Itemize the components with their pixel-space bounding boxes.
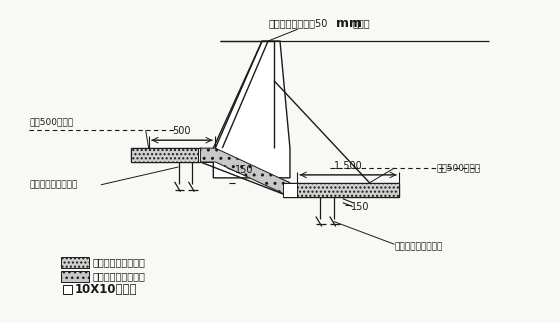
- Bar: [130, 148, 198, 162]
- Text: 的圆弧: 的圆弧: [353, 18, 370, 28]
- Text: 插上钢筋以固定方木: 插上钢筋以固定方木: [394, 243, 443, 252]
- Bar: [297, 183, 399, 197]
- Text: 150: 150: [351, 202, 369, 212]
- Text: 阴阳角要控制半径50: 阴阳角要控制半径50: [268, 18, 328, 28]
- Text: 10X10的方木: 10X10的方木: [75, 283, 138, 296]
- Bar: [61, 271, 89, 282]
- Text: 放上500控制线: 放上500控制线: [437, 163, 481, 172]
- Text: mm: mm: [336, 17, 362, 30]
- Bar: [61, 257, 89, 268]
- Bar: [198, 148, 212, 162]
- Text: 500: 500: [172, 126, 191, 136]
- Bar: [283, 183, 297, 197]
- Text: 插上钢筋以固定方木: 插上钢筋以固定方木: [29, 180, 78, 189]
- Text: 1 500: 1 500: [334, 161, 362, 171]
- Polygon shape: [200, 148, 290, 197]
- Text: 放上500控制线: 放上500控制线: [29, 117, 73, 126]
- Text: 150: 150: [235, 165, 254, 175]
- Bar: [63, 285, 72, 294]
- Text: 第二次浇筑斜面垫层: 第二次浇筑斜面垫层: [93, 272, 146, 282]
- Polygon shape: [213, 41, 290, 178]
- Text: 第一次浇筑平面垫层: 第一次浇筑平面垫层: [93, 258, 146, 268]
